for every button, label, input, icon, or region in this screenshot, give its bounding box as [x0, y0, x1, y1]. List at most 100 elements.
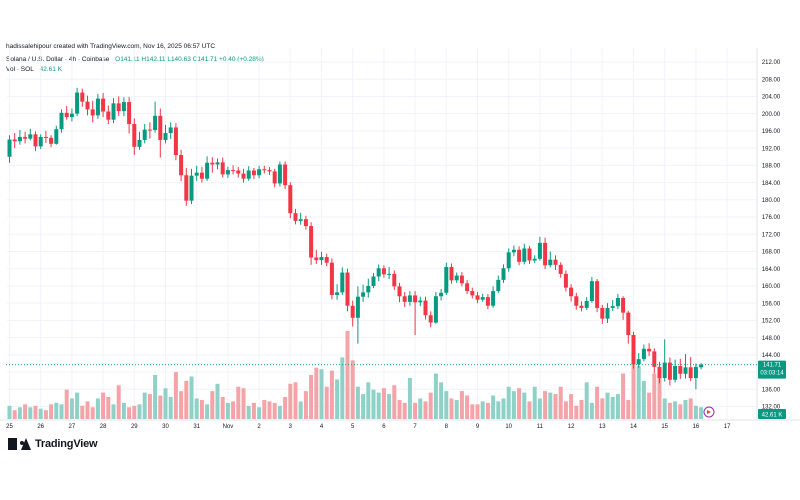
- volume-bar: [257, 407, 262, 419]
- candle-body: [381, 268, 386, 275]
- y-tick-label: 188.00: [762, 164, 781, 170]
- volume-bar: [283, 397, 288, 419]
- ohlc-close: C141.71: [192, 56, 218, 63]
- candle: [631, 331, 636, 369]
- y-tick-label: 200.00: [762, 112, 781, 118]
- candle-body: [329, 262, 334, 295]
- y-tick-label: 144.00: [762, 353, 781, 359]
- candle-body: [496, 279, 501, 292]
- candle-body: [397, 286, 402, 297]
- ohlc-open: O141.11: [115, 56, 140, 63]
- candle: [90, 100, 95, 123]
- candle-body: [366, 285, 371, 293]
- candle-body: [95, 98, 100, 116]
- volume-bar: [43, 410, 48, 419]
- volume-bar: [641, 380, 646, 419]
- volume-bar: [210, 391, 215, 419]
- candle: [574, 292, 579, 310]
- volume-bar: [647, 392, 652, 419]
- candle-body: [465, 283, 470, 292]
- volume-bar: [106, 397, 111, 419]
- candle: [267, 167, 272, 175]
- candle-body: [309, 226, 314, 258]
- candle-body: [418, 300, 423, 303]
- volume-bar: [563, 401, 568, 419]
- volume-bar: [173, 372, 178, 419]
- volume-bar: [49, 404, 54, 419]
- candle: [121, 97, 126, 117]
- candle: [657, 361, 662, 384]
- volume-bar: [225, 402, 230, 419]
- volume-bar: [605, 392, 610, 419]
- symbol-title[interactable]: Solana / U.S. Dollar · 4h · Coinbase: [6, 56, 110, 63]
- candle: [693, 363, 698, 390]
- candle-body: [688, 367, 693, 379]
- volume-bar: [241, 388, 246, 419]
- volume-bar: [454, 399, 459, 419]
- volume-bar: [309, 375, 314, 419]
- candle-body: [340, 272, 345, 293]
- volume-bar: [17, 407, 22, 419]
- candle: [69, 108, 74, 122]
- volume-bar: [121, 402, 126, 419]
- candle: [12, 133, 17, 149]
- candle: [615, 294, 620, 310]
- x-tick-label: 28: [100, 424, 107, 430]
- y-tick-label: 204.00: [762, 95, 781, 101]
- candle-body: [439, 292, 444, 297]
- volume-bar: [387, 394, 392, 419]
- volume-bar: [168, 397, 173, 419]
- volume-label[interactable]: Vol · SOL: [6, 66, 34, 73]
- candle-body: [241, 173, 246, 179]
- volume-bar: [85, 401, 90, 419]
- candle: [636, 353, 641, 368]
- candle: [423, 296, 428, 320]
- candle-body: [652, 351, 657, 367]
- candle-body: [470, 291, 475, 296]
- candle-body: [80, 92, 85, 102]
- volume-bar: [407, 377, 412, 419]
- candle-body: [69, 113, 74, 118]
- volume-bar: [132, 405, 137, 419]
- candle-body: [667, 362, 672, 380]
- candle-body: [12, 139, 17, 142]
- volume-bar: [491, 395, 496, 419]
- volume-bar: [116, 385, 121, 419]
- candle-body: [610, 306, 615, 308]
- candle: [85, 95, 90, 116]
- candle-body: [173, 127, 178, 156]
- candle: [153, 101, 158, 133]
- candle: [142, 124, 147, 144]
- volume-bar: [381, 388, 386, 419]
- volume-bar: [163, 388, 168, 419]
- volume-bar: [147, 394, 152, 419]
- candle-body: [153, 115, 158, 131]
- volume-bar: [600, 398, 605, 419]
- goto-realtime-icon[interactable]: [703, 406, 715, 418]
- volume-bar: [199, 399, 204, 419]
- candle-body: [262, 169, 267, 171]
- candle-body: [517, 249, 522, 262]
- candle: [179, 149, 184, 182]
- candle-body: [595, 281, 600, 308]
- candle-body: [355, 296, 360, 318]
- y-tick-label: 180.00: [762, 198, 781, 204]
- candle-body: [90, 109, 95, 116]
- volume-bar: [350, 360, 355, 419]
- credit-text: hadissalehipour created with TradingView…: [6, 43, 216, 50]
- volume-bar: [532, 386, 537, 419]
- tradingview-logo[interactable]: TradingView: [8, 438, 98, 450]
- volume-value: 42.61 K: [39, 66, 63, 73]
- y-tick-label: 136.00: [762, 387, 781, 393]
- volume-bar: [470, 404, 475, 419]
- candle-body: [49, 137, 54, 144]
- volume-bar: [636, 366, 641, 419]
- volume-tag-box: [758, 409, 786, 419]
- volume-bar: [340, 357, 345, 419]
- candle: [215, 158, 220, 170]
- volume-bar: [517, 388, 522, 419]
- volume-bar: [12, 410, 17, 419]
- candle: [199, 167, 204, 183]
- volume-bar: [439, 382, 444, 419]
